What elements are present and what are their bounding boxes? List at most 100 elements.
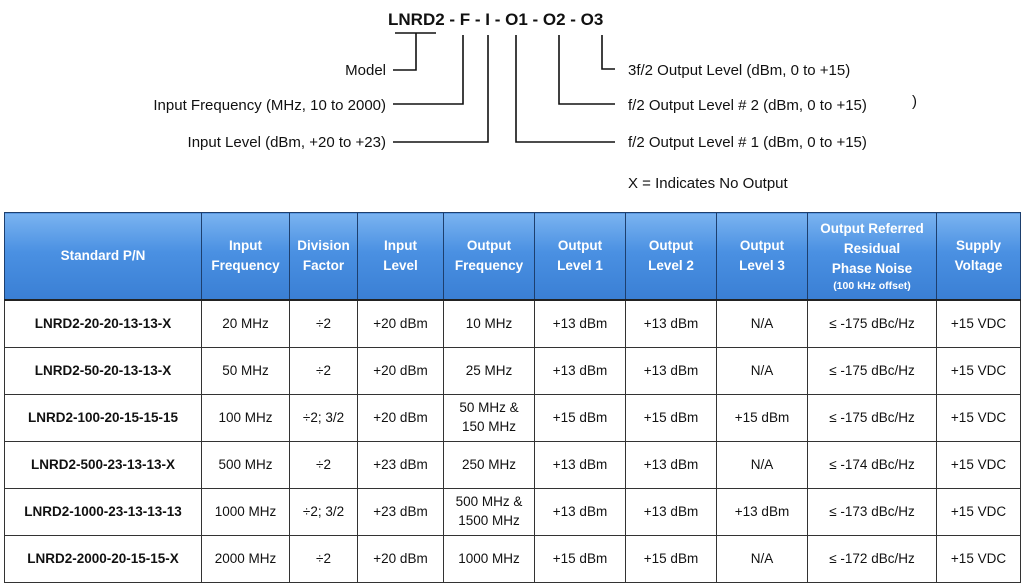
header-output-frequency: Output Frequency xyxy=(443,212,535,301)
label-output-level-1: f/2 Output Level # 1 (dBm, 0 to +15) xyxy=(628,134,867,151)
cell-standard-pn: LNRD2-20-20-13-13-X xyxy=(4,299,202,348)
cell-output-level-2: +13 dBm xyxy=(625,488,717,536)
cell-output-level-2: +13 dBm xyxy=(625,347,717,395)
table-row: LNRD2-1000-23-13-13-13 1000 MHz ÷2; 3/2 +23… xyxy=(4,488,1021,536)
spec-table: Standard P/N Input Frequency Division Factor… xyxy=(4,212,1021,583)
cell-standard-pn: LNRD2-50-20-13-13-X xyxy=(4,347,202,395)
cell-output-level-1: +13 dBm xyxy=(534,488,626,536)
cell-supply-voltage: +15 VDC xyxy=(936,488,1021,536)
part-number-diagram: LNRD2 - F - I - O1 - O2 - O3 Model Input… xyxy=(153,10,917,192)
header-output-level-1: Output Level 1 xyxy=(534,212,626,301)
cell-input-frequency: 50 MHz xyxy=(201,347,290,395)
header-text: Input xyxy=(229,237,262,253)
header-output-level-2: Output Level 2 xyxy=(625,212,717,301)
label-input-level: Input Level (dBm, +20 to +23) xyxy=(188,134,386,151)
cell-input-level: +23 dBm xyxy=(357,488,444,536)
header-text: Input xyxy=(384,237,417,253)
cell-output-level-3: N/A xyxy=(716,347,808,395)
label-output-level-3: 3f/2 Output Level (dBm, 0 to +15) xyxy=(628,62,850,79)
part-number-code: LNRD2 - F - I - O1 - O2 - O3 xyxy=(388,10,603,29)
label-input-frequency: Input Frequency (MHz, 10 to 2000) xyxy=(153,97,386,114)
cell-input-frequency: 20 MHz xyxy=(201,299,290,348)
cell-input-frequency: 100 MHz xyxy=(201,394,290,442)
cell-input-level: +23 dBm xyxy=(357,441,444,489)
cell-output-level-3: +15 dBm xyxy=(716,394,808,442)
cell-output-frequency: 50 MHz & 150 MHz xyxy=(443,394,535,442)
cell-division-factor: ÷2 xyxy=(289,441,358,489)
cell-division-factor: ÷2 xyxy=(289,299,358,348)
cell-phase-noise: ≤ -173 dBc/Hz xyxy=(807,488,937,536)
header-text: Frequency xyxy=(211,258,280,273)
table-row: LNRD2-2000-20-15-15-X 2000 MHz ÷2 +20 dBm 10… xyxy=(4,535,1021,583)
cell-standard-pn: LNRD2-1000-23-13-13-13 xyxy=(4,488,202,536)
cell-output-level-2: +13 dBm xyxy=(625,299,717,348)
cell-output-level-3: +13 dBm xyxy=(716,488,808,536)
cell-output-level-1: +15 dBm xyxy=(534,535,626,583)
header-text: Supply xyxy=(955,237,1001,253)
connector-lines xyxy=(393,32,615,143)
cell-supply-voltage: +15 VDC xyxy=(936,394,1021,442)
table-row: LNRD2-500-23-13-13-X 500 MHz ÷2 +23 dBm 250 … xyxy=(4,441,1021,489)
header-output-level-3: Output Level 3 xyxy=(716,212,808,301)
cell-output-level-2: +13 dBm xyxy=(625,441,717,489)
cell-output-level-2: +15 dBm xyxy=(625,535,717,583)
header-text: Level 2 xyxy=(648,258,694,273)
cell-phase-noise: ≤ -175 dBc/Hz xyxy=(807,347,937,395)
header-text: Output xyxy=(466,237,512,253)
cell-output-level-1: +13 dBm xyxy=(534,299,626,348)
header-text: Standard P/N xyxy=(60,247,146,263)
cell-supply-voltage: +15 VDC xyxy=(936,441,1021,489)
cell-input-frequency: 500 MHz xyxy=(201,441,290,489)
cell-output-frequency: 250 MHz xyxy=(443,441,535,489)
cell-output-frequency: 10 MHz xyxy=(443,299,535,348)
cell-division-factor: ÷2; 3/2 xyxy=(289,488,358,536)
cell-output-frequency: 1000 MHz xyxy=(443,535,535,583)
header-text: Output xyxy=(648,237,694,253)
cell-standard-pn: LNRD2-500-23-13-13-X xyxy=(4,441,202,489)
cell-phase-noise: ≤ -175 dBc/Hz xyxy=(807,394,937,442)
cell-division-factor: ÷2 xyxy=(289,347,358,395)
no-output-note: X = Indicates No Output xyxy=(628,175,789,192)
header-standard-pn: Standard P/N xyxy=(4,212,202,301)
header-input-frequency: Input Frequency xyxy=(201,212,290,301)
header-input-level: Input Level xyxy=(357,212,444,301)
cell-supply-voltage: +15 VDC xyxy=(936,347,1021,395)
cell-output-level-1: +15 dBm xyxy=(534,394,626,442)
cell-phase-noise: ≤ -174 dBc/Hz xyxy=(807,441,937,489)
header-supply-voltage: Supply Voltage xyxy=(936,212,1021,301)
cell-input-level: +20 dBm xyxy=(357,394,444,442)
cell-input-frequency: 1000 MHz xyxy=(201,488,290,536)
table-header-row: Standard P/N Input Frequency Division Factor… xyxy=(4,212,1021,301)
cell-division-factor: ÷2 xyxy=(289,535,358,583)
header-text: Output xyxy=(557,237,603,253)
label-output-level-2-paren: ) xyxy=(912,93,917,110)
table-row: LNRD2-50-20-13-13-X 50 MHz ÷2 +20 dBm 25 MHz… xyxy=(4,347,1021,395)
header-text: Frequency xyxy=(454,258,524,273)
table-row: LNRD2-20-20-13-13-X 20 MHz ÷2 +20 dBm 10 MHz… xyxy=(4,299,1021,348)
cell-output-frequency: 500 MHz & 1500 MHz xyxy=(443,488,535,536)
cell-phase-noise: ≤ -172 dBc/Hz xyxy=(807,535,937,583)
header-text: Division xyxy=(297,237,350,253)
cell-input-frequency: 2000 MHz xyxy=(201,535,290,583)
header-text: Level 3 xyxy=(739,258,785,273)
label-model: Model xyxy=(345,62,386,79)
cell-output-level-2: +15 dBm xyxy=(625,394,717,442)
header-text: Factor xyxy=(302,258,345,273)
header-text: Output Referred xyxy=(820,220,924,236)
header-phase-noise: Output Referred Residual Phase Noise (100 k… xyxy=(807,212,937,301)
header-subtext: (100 kHz offset) xyxy=(833,279,911,292)
cell-output-level-1: +13 dBm xyxy=(534,347,626,395)
cell-output-level-3: N/A xyxy=(716,299,808,348)
cell-input-level: +20 dBm xyxy=(357,535,444,583)
cell-output-level-3: N/A xyxy=(716,535,808,583)
header-text: Phase Noise xyxy=(831,261,913,277)
header-text: Level 1 xyxy=(557,258,603,273)
header-text: Output xyxy=(739,237,785,253)
cell-division-factor: ÷2; 3/2 xyxy=(289,394,358,442)
table-row: LNRD2-100-20-15-15-15 100 MHz ÷2; 3/2 +20 d… xyxy=(4,394,1021,442)
header-division-factor: Division Factor xyxy=(289,212,358,301)
cell-output-level-3: N/A xyxy=(716,441,808,489)
cell-standard-pn: LNRD2-2000-20-15-15-X xyxy=(4,535,202,583)
cell-supply-voltage: +15 VDC xyxy=(936,299,1021,348)
cell-output-frequency: 25 MHz xyxy=(443,347,535,395)
